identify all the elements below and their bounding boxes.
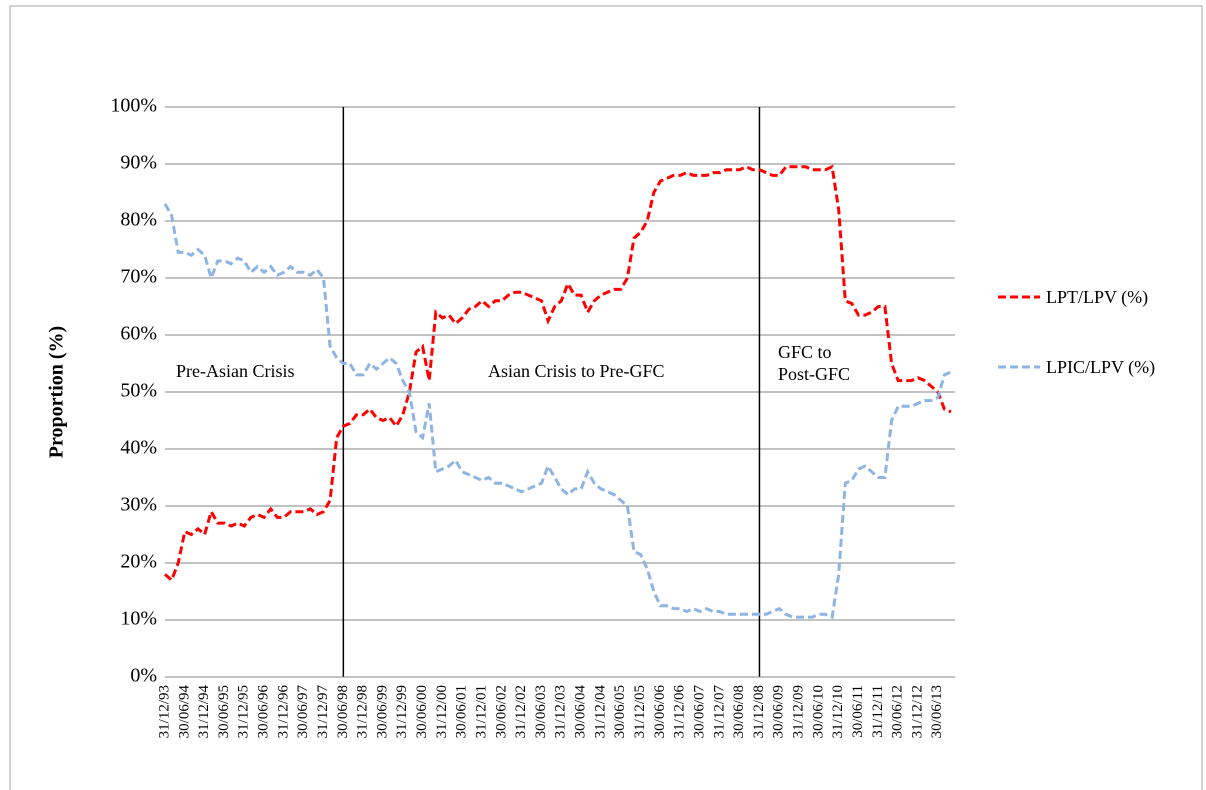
y-tick-label: 10%: [120, 608, 157, 630]
frame: [9, 5, 1203, 790]
x-tick-label: 30/06/04: [573, 685, 589, 739]
x-tick-label: 31/12/08: [751, 685, 767, 738]
x-tick-label: 30/06/00: [414, 685, 430, 738]
x-tick-label: 30/06/13: [929, 685, 945, 738]
y-tick-label: 100%: [110, 95, 157, 117]
annotation: Pre-Asian Crisis: [176, 361, 295, 381]
y-tick-label: 0%: [130, 665, 157, 687]
x-tick-label: 31/12/99: [394, 685, 410, 738]
x-tick-label: 31/12/09: [791, 685, 807, 738]
x-tick-label: 31/12/97: [315, 685, 331, 739]
x-tick-label: 31/12/98: [355, 685, 371, 738]
x-tick-label: 31/12/06: [672, 685, 688, 739]
legend-label: LPIC/LPV (%): [1046, 357, 1156, 377]
y-tick-label: 80%: [120, 209, 157, 231]
x-tick-label: 30/06/96: [256, 685, 272, 739]
x-tick-label: 30/06/07: [691, 685, 707, 739]
x-tick-label: 30/06/94: [176, 685, 192, 739]
x-tick-label: 31/12/12: [909, 685, 925, 738]
y-tick-label: 20%: [120, 551, 157, 573]
y-tick-label: 40%: [120, 437, 157, 459]
x-tick-label: 31/12/93: [156, 685, 172, 738]
annotation: GFC to Post-GFC: [778, 342, 851, 384]
series-line: [163, 203, 952, 620]
x-tick-label: 30/06/95: [216, 685, 232, 738]
x-tick-label: 31/12/94: [196, 685, 212, 739]
x-tick-label: 30/06/10: [810, 685, 826, 738]
x-tick-label: 31/12/10: [830, 685, 846, 738]
x-tick-label: 30/06/06: [652, 685, 668, 739]
x-tick-label: 30/06/02: [493, 685, 509, 738]
x-tick-label: 31/12/05: [632, 685, 648, 738]
x-tick-label: 31/12/95: [236, 685, 252, 738]
x-tick-label: 31/12/03: [553, 685, 569, 738]
x-tick-label: 30/06/99: [374, 685, 390, 738]
x-tick-label: 30/06/01: [454, 685, 470, 738]
x-tick-label: 31/12/04: [592, 685, 608, 739]
y-tick-label: 70%: [120, 266, 157, 288]
x-tick-label: 31/12/96: [275, 685, 291, 739]
x-tick-label: 30/06/11: [850, 685, 866, 738]
x-tick-label: 30/06/98: [335, 685, 351, 738]
annotation: Asian Crisis to Pre-GFC: [488, 361, 665, 381]
x-tick-label: 30/06/97: [295, 685, 311, 739]
series-line: [164, 164, 952, 583]
x-tick-label: 31/12/02: [513, 685, 529, 738]
x-tick-label: 31/12/07: [711, 685, 727, 739]
x-tick-label: 30/06/03: [533, 685, 549, 738]
y-tick-label: 50%: [120, 380, 157, 402]
x-tick-label: 31/12/00: [434, 685, 450, 738]
x-tick-label: 30/06/09: [771, 685, 787, 738]
x-tick-label: 31/12/11: [870, 685, 886, 738]
legend-label: LPT/LPV (%): [1046, 287, 1149, 307]
y-axis-label: Proportion (%): [46, 326, 68, 458]
y-tick-label: 30%: [120, 494, 157, 516]
x-tick-label: 30/06/05: [612, 685, 628, 738]
x-tick-label: 30/06/08: [731, 685, 747, 738]
x-tick-label: 31/12/01: [473, 685, 489, 738]
y-tick-label: 60%: [120, 323, 157, 345]
y-tick-label: 90%: [120, 152, 157, 174]
x-tick-label: 30/06/12: [890, 685, 906, 738]
